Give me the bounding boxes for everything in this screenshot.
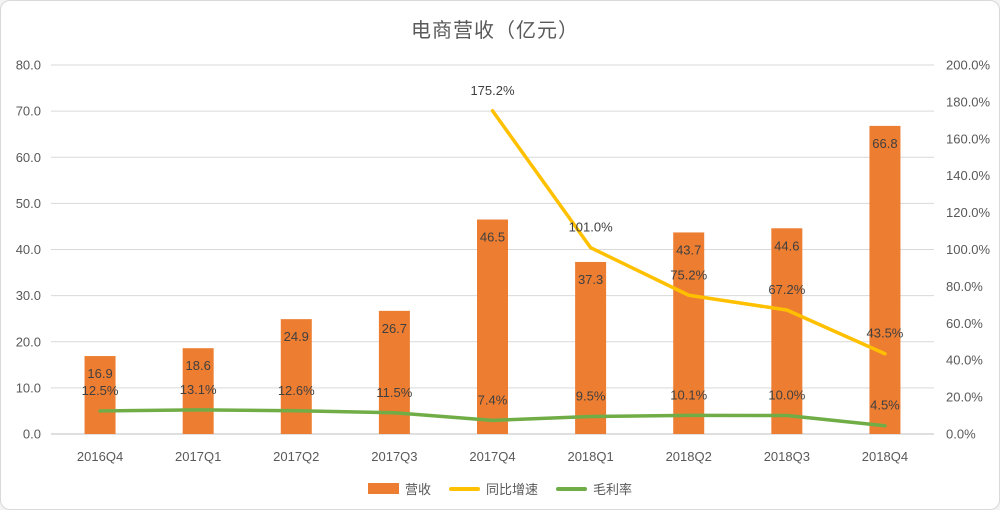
- left-axis-tick-label: 20.0: [16, 334, 41, 349]
- right-axis-tick-label: 100.0%: [946, 242, 991, 257]
- revenue-bar: [84, 356, 116, 434]
- legend-item-yoy-growth: 同比增速: [448, 479, 538, 498]
- yoy-growth-line: [490, 109, 887, 356]
- revenue-bar: [182, 348, 214, 434]
- revenue-bar: [575, 261, 607, 434]
- legend-label-yoy-growth: 同比增速: [485, 482, 538, 497]
- left-axis-tick-label: 50.0: [16, 196, 41, 211]
- revenue-bar-label: 46.5: [480, 230, 505, 245]
- gross-margin-label: 13.1%: [180, 382, 217, 397]
- left-axis-tick-label: 10.0: [16, 380, 41, 395]
- right-axis-tick-label: 200.0%: [946, 58, 991, 73]
- revenue-bar: [477, 219, 508, 434]
- x-axis-category-label: 2017Q2: [273, 449, 319, 464]
- revenue-bar: [280, 319, 312, 434]
- gross-margin-line: [98, 408, 887, 428]
- x-axis-category-label: 2018Q4: [862, 449, 908, 464]
- right-axis-tick-label: 120.0%: [946, 205, 991, 220]
- yoy-growth-label: 67.2%: [768, 282, 805, 297]
- left-axis-tick-label: 60.0: [16, 150, 41, 165]
- chart-title: 电商营收（亿元）: [411, 20, 579, 42]
- revenue-bar: [869, 125, 901, 434]
- revenue-bar-swatch-icon: [367, 483, 399, 494]
- left-axis-tick-label: 70.0: [16, 104, 41, 119]
- x-axis-category-label: 2018Q1: [567, 449, 613, 464]
- gross-margin-label: 11.5%: [376, 385, 412, 400]
- gross-margin-label: 10.1%: [670, 387, 707, 402]
- x-axis-category-label: 2017Q4: [469, 449, 515, 464]
- gross-margin-label: 4.5%: [870, 398, 900, 413]
- revenue-bar-label: 24.9: [284, 329, 309, 344]
- right-axis-tick-label: 20.0%: [946, 390, 983, 405]
- right-axis-tick-label: 160.0%: [946, 131, 991, 146]
- revenue-bar-label: 37.3: [578, 272, 603, 287]
- yoy-growth-label: 75.2%: [670, 267, 707, 282]
- yoy-growth-label: 175.2%: [470, 83, 515, 98]
- left-axis-tick-label: 30.0: [16, 288, 41, 303]
- gross-margin-label: 12.6%: [278, 383, 315, 398]
- left-axis-tick-label: 0.0: [23, 427, 41, 442]
- x-axis-category-label: 2017Q1: [175, 449, 221, 464]
- revenue-bar: [771, 228, 803, 434]
- revenue-bar-label: 16.9: [87, 366, 112, 381]
- revenue-bar-label: 66.8: [872, 136, 897, 151]
- right-axis-tick-label: 60.0%: [946, 316, 983, 331]
- left-axis-tick-label: 80.0: [16, 58, 41, 73]
- yoy-growth-label: 43.5%: [867, 326, 904, 341]
- x-axis-category-label: 2018Q2: [666, 449, 712, 464]
- revenue-bar-label: 26.7: [382, 321, 407, 336]
- revenue-bar-label: 43.7: [676, 242, 701, 257]
- revenue-bar-label: 44.6: [774, 238, 799, 253]
- legend-label-revenue: 营收: [404, 482, 431, 497]
- yoy-growth-label: 101.0%: [569, 220, 614, 235]
- right-axis-tick-label: 40.0%: [946, 353, 983, 368]
- gross-margin-line-swatch-icon: [556, 486, 587, 491]
- gross-margin-label: 10.0%: [768, 388, 805, 403]
- x-axis-category-label: 2016Q4: [77, 449, 123, 464]
- gross-margin-label: 7.4%: [478, 392, 508, 407]
- legend-item-gross-margin: 毛利率: [556, 479, 632, 498]
- legend-label-gross-margin: 毛利率: [593, 482, 633, 497]
- yoy-growth-line-swatch-icon: [448, 486, 480, 491]
- x-axis-category-label: 2018Q3: [764, 449, 810, 464]
- right-axis-tick-label: 180.0%: [946, 94, 991, 109]
- revenue-bar: [673, 232, 705, 434]
- right-axis-tick-label: 0.0%: [946, 427, 976, 442]
- revenue-bar-label: 18.6: [186, 358, 211, 373]
- left-axis-tick-label: 40.0: [16, 242, 41, 257]
- gross-margin-label: 12.5%: [82, 383, 119, 398]
- legend-item-revenue: 营收: [367, 479, 431, 498]
- chart-legend: 营收 同比增速 毛利率: [1, 479, 999, 498]
- right-axis-tick-label: 80.0%: [946, 279, 983, 294]
- right-axis-tick-label: 140.0%: [946, 168, 991, 183]
- gross-margin-label: 9.5%: [576, 388, 606, 403]
- x-axis-category-label: 2017Q3: [371, 449, 417, 464]
